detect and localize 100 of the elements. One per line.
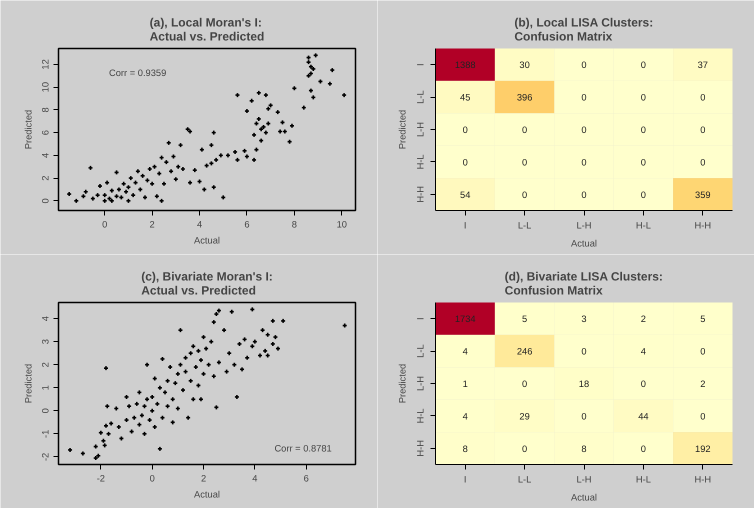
data-label: 0 <box>581 60 587 70</box>
x-axis-title: Actual <box>194 236 220 246</box>
y-tick-label: H-L <box>416 408 426 424</box>
data-label: 192 <box>695 444 711 454</box>
annotation: Corr = 0.9359 <box>108 68 166 78</box>
y-tick-label: H-H <box>416 186 426 203</box>
data-label: 44 <box>638 411 649 422</box>
data-label: 3 <box>581 314 587 324</box>
data-label: 2 <box>700 379 706 389</box>
y-tick-label: 3 <box>40 339 50 344</box>
x-tick-label: H-H <box>694 474 712 484</box>
y-tick-label: 2 <box>40 175 50 181</box>
data-label: 0 <box>640 92 646 103</box>
x-tick-label: L-H <box>576 474 592 484</box>
y-tick-label: 4 <box>40 316 50 322</box>
data-label: 5 <box>522 314 528 324</box>
data-label: 29 <box>519 411 530 422</box>
data-label: 0 <box>700 92 706 103</box>
data-label: 0 <box>700 125 706 135</box>
data-label: 4 <box>462 411 468 422</box>
data-label: 0 <box>581 346 587 357</box>
x-tick-label: L-H <box>576 220 592 230</box>
x-tick-label: 8 <box>292 220 297 230</box>
data-label: 0 <box>581 190 587 200</box>
y-tick-label: I <box>416 63 426 66</box>
y-tick-label: 1 <box>40 385 50 390</box>
x-tick-label: 10 <box>336 220 347 230</box>
x-tick-label: 2 <box>200 474 206 484</box>
data-label: 0 <box>700 346 706 357</box>
data-label: 0 <box>522 157 528 168</box>
data-label: 0 <box>640 444 646 454</box>
data-label: 18 <box>578 379 590 389</box>
data-label: 0 <box>700 411 706 422</box>
data-label: 1734 <box>454 314 476 324</box>
y-tick-label: 0 <box>40 198 50 204</box>
data-label: 1 <box>462 379 468 389</box>
y-axis-title: Predicted <box>398 364 408 404</box>
y-tick-label: 6 <box>40 130 50 136</box>
x-tick-label: L-L <box>518 474 532 484</box>
y-tick-label: 4 <box>40 152 50 158</box>
data-label: 0 <box>581 92 587 103</box>
data-label: 0 <box>640 60 646 70</box>
y-tick-label: -1 <box>40 430 50 438</box>
data-label: 2 <box>640 314 646 324</box>
data-label: 0 <box>700 157 706 168</box>
y-tick-label: H-L <box>416 154 426 170</box>
x-tick-label: 0 <box>150 474 155 484</box>
x-tick-label: 6 <box>244 220 250 230</box>
x-tick-label: 6 <box>304 474 309 484</box>
data-label: 0 <box>462 125 468 135</box>
data-label: 246 <box>516 346 532 357</box>
x-tick-label: 2 <box>150 220 155 230</box>
data-label: 54 <box>460 190 470 200</box>
y-tick-label: -2 <box>40 452 50 462</box>
data-label: 0 <box>522 125 528 135</box>
data-label: 396 <box>516 92 532 103</box>
data-label: 0 <box>581 411 587 422</box>
y-tick-label: 2 <box>40 362 50 368</box>
data-label: 0 <box>640 157 646 168</box>
y-axis-title: Predicted <box>24 364 34 404</box>
y-tick-label: 10 <box>40 82 50 92</box>
x-tick-label: H-L <box>636 220 651 230</box>
x-tick-label: L-L <box>518 220 532 230</box>
y-tick-label: H-H <box>416 440 426 457</box>
data-label: 0 <box>522 379 528 389</box>
x-tick-label: I <box>464 474 466 484</box>
chart-title: (b), Local LISA Clusters: Confusion Matrix <box>514 16 654 44</box>
annotation: Corr = 0.8781 <box>274 443 332 454</box>
y-tick-label: 0 <box>40 408 50 414</box>
x-tick-label: -2 <box>96 474 106 484</box>
y-tick-label: L-H <box>416 376 426 392</box>
data-label: 4 <box>462 346 468 357</box>
y-tick-label: L-L <box>416 344 426 358</box>
y-axis-title: Predicted <box>398 110 408 150</box>
data-label: 4 <box>640 346 646 357</box>
x-tick-label: I <box>464 220 466 230</box>
data-label: 8 <box>581 444 587 454</box>
y-axis-title: Predicted <box>24 110 34 150</box>
data-label: 0 <box>581 125 587 135</box>
y-tick-label: L-L <box>416 90 426 104</box>
y-tick-label: 8 <box>40 107 50 112</box>
y-tick-label: L-H <box>416 122 426 138</box>
data-label: 45 <box>460 92 470 103</box>
data-label: 0 <box>462 157 468 168</box>
data-label: 30 <box>519 60 530 70</box>
chart-title: (a), Local Moran's I: Actual vs. Predicted <box>150 16 264 44</box>
data-label: 0 <box>522 444 528 454</box>
data-label: 359 <box>695 190 711 200</box>
y-tick-label: 12 <box>40 59 50 70</box>
data-label: 8 <box>462 444 468 454</box>
x-tick-label: H-L <box>636 474 651 484</box>
x-tick-label: H-H <box>694 220 712 230</box>
x-tick-label: 4 <box>196 220 202 230</box>
x-axis-title: Actual <box>571 238 597 248</box>
data-label: 5 <box>700 314 706 324</box>
data-label: 0 <box>522 190 528 200</box>
y-tick-label: I <box>416 317 426 320</box>
x-tick-label: 0 <box>102 220 108 230</box>
data-label: 37 <box>698 60 708 70</box>
x-axis-title: Actual <box>571 492 597 502</box>
